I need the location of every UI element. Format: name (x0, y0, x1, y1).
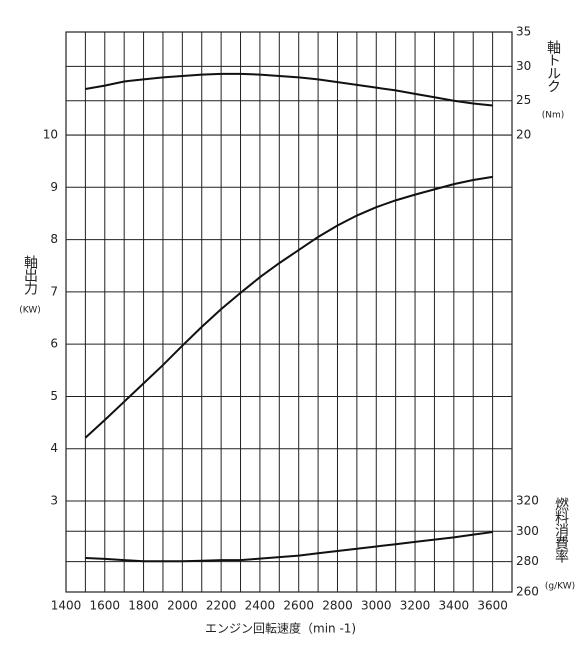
x-tick-label: 2400 (245, 599, 276, 613)
series-line (84, 175, 493, 439)
x-tick-label: 3200 (400, 599, 431, 613)
y2-tick-label: 30 (516, 59, 531, 73)
x-axis-label: エンジン回転速度（min -1) (205, 621, 356, 636)
y3-axis-unit: (g/KW) (545, 582, 575, 592)
y-axis-label: 軸出力 (22, 255, 38, 296)
x-tick-label: 1600 (90, 599, 121, 613)
y3-tick-label: 280 (516, 554, 539, 568)
x-tick-label: 1800 (128, 599, 159, 613)
y2-tick-label: 20 (516, 128, 531, 142)
series-line (85, 531, 493, 563)
y2-tick-label: 35 (516, 25, 531, 39)
x-tick-label: 2000 (167, 599, 198, 613)
y-tick-label: 6 (50, 337, 58, 351)
y-tick-label: 3 (50, 494, 58, 508)
y-axis-unit: (KW) (19, 306, 41, 316)
y-tick-label: 10 (43, 128, 58, 142)
y-tick-label: 4 (50, 441, 58, 455)
x-tick-label: 3600 (477, 599, 508, 613)
y-tick-label: 8 (50, 232, 58, 246)
x-tick-label: 2200 (206, 599, 237, 613)
y3-tick-label: 300 (516, 524, 539, 538)
y2-axis-label: 軸トルク (545, 40, 561, 93)
x-tick-label: 3400 (439, 599, 470, 613)
y3-tick-label: 260 (516, 585, 539, 599)
y-tick-label: 9 (50, 180, 58, 194)
series-line (85, 72, 493, 107)
x-tick-label: 3000 (361, 599, 392, 613)
y2-axis-unit: (Nm) (542, 111, 565, 121)
y2-tick-label: 25 (516, 93, 531, 107)
y-tick-label: 5 (50, 389, 58, 403)
y3-tick-label: 320 (516, 493, 539, 507)
x-tick-label: 2600 (283, 599, 314, 613)
x-tick-label: 2800 (322, 599, 353, 613)
y3-axis-label: 燃料消費率 (553, 496, 569, 563)
plot-frame (65, 31, 513, 593)
y-tick-label: 7 (50, 284, 58, 298)
x-tick-label: 1400 (51, 599, 82, 613)
